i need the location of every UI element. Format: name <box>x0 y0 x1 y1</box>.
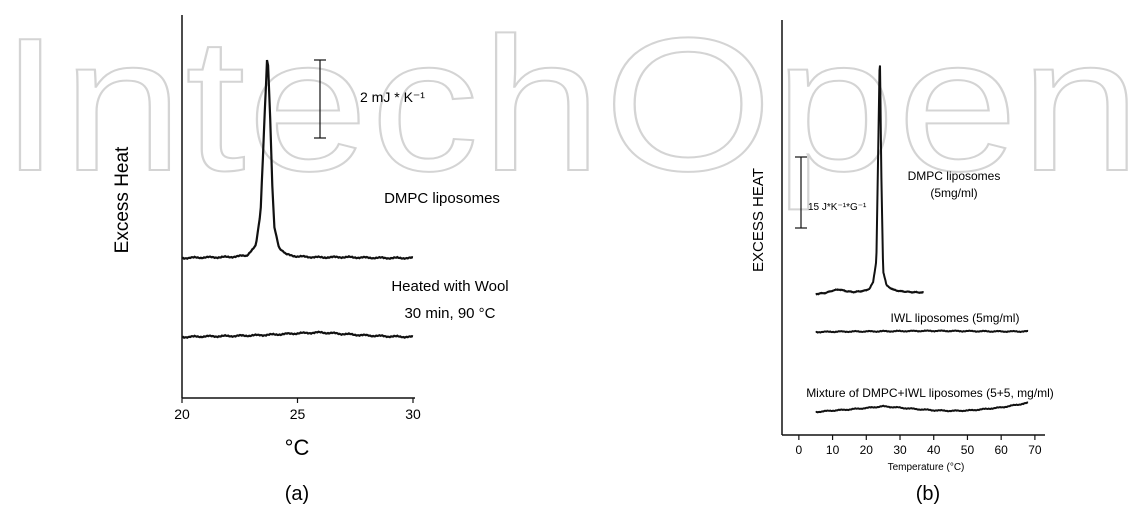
panel-b-series-dmpc <box>815 65 924 296</box>
panel-b-series-iwl <box>815 329 1029 334</box>
panel-a-label: (a) <box>285 483 309 505</box>
panel-a-annotation-heated: Heated with Wool <box>391 278 508 295</box>
panel-b-series-mixture <box>815 401 1029 414</box>
panel-b-x-tick-label: 40 <box>927 443 941 457</box>
panel-b-x-tick-label: 70 <box>1028 443 1042 457</box>
panel-b-annotation-iwl: IWL liposomes (5mg/ml) <box>891 311 1020 325</box>
panel-b-x-tick-label: 0 <box>796 443 803 457</box>
panel-b-annotation-dmpc-conc: (5mg/ml) <box>930 186 977 200</box>
panel-b-x-ticks: 0 10 20 30 40 50 60 70 <box>796 435 1042 457</box>
panel-b-x-tick-label: 30 <box>893 443 907 457</box>
panel-b-xlabel: Temperature (°C) <box>888 462 965 473</box>
panel-b-ylabel: EXCESS HEAT <box>750 168 767 272</box>
panel-b-x-tick-label: 60 <box>994 443 1008 457</box>
panel-a-xlabel: °C <box>285 435 310 460</box>
panel-b-x-tick-label: 20 <box>860 443 874 457</box>
panel-b-scale-bar-label: 15 J*K⁻¹*G⁻¹ <box>808 202 867 213</box>
panel-b-scale-bar <box>795 156 807 229</box>
panel-a-x-ticks: 20 25 30 <box>174 398 421 422</box>
panel-a-x-tick-label: 25 <box>290 406 306 422</box>
panel-a-ylabel: Excess Heat <box>112 146 133 253</box>
panel-a-annotation-dmpc: DMPC liposomes <box>384 190 500 207</box>
panel-a-x-tick-label: 20 <box>174 406 190 422</box>
panel-b-x-tick-label: 50 <box>961 443 975 457</box>
panel-b-label: (b) <box>916 483 940 505</box>
panel-a: Excess Heat 20 25 30 °C 2 mJ * K⁻¹ DMPC li… <box>112 15 509 505</box>
panel-a-annotation-conditions: 30 min, 90 °C <box>404 305 495 322</box>
panel-b-annotation-dmpc: DMPC liposomes <box>908 169 1001 183</box>
panel-a-series-dmpc <box>181 59 414 261</box>
watermark-text: IntechOpen <box>0 0 1143 211</box>
panel-b-x-tick-label: 10 <box>826 443 840 457</box>
panel-a-scale-bar-label: 2 mJ * K⁻¹ <box>360 89 425 105</box>
panel-b-annotation-mixture: Mixture of DMPC+IWL liposomes (5+5, mg/m… <box>806 386 1054 400</box>
panel-a-scale-bar <box>314 59 326 139</box>
panel-a-x-tick-label: 30 <box>405 406 421 422</box>
panel-a-series-heated-wool <box>181 330 414 339</box>
panel-b: EXCESS HEAT 0 10 20 30 40 50 60 70 Temperature … <box>750 20 1054 505</box>
